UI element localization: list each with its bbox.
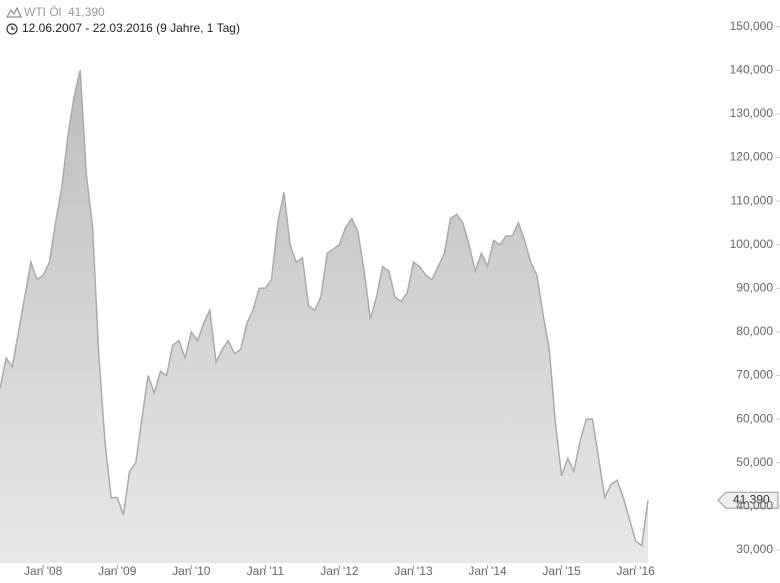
last-price-badge	[717, 491, 779, 509]
y-tick-label: 40,000	[736, 498, 773, 512]
chart-subtitle: 12.06.2007 - 22.03.2016 (9 Jahre, 1 Tag)	[22, 21, 240, 35]
chart-icon	[6, 6, 22, 18]
x-tick-label: Jan '08	[24, 564, 63, 578]
y-tick-label: 120,000	[730, 150, 774, 164]
y-tick-label: 100,000	[730, 237, 774, 251]
clock-hands	[11, 26, 15, 30]
y-tick-label: 80,000	[736, 324, 773, 338]
y-tick-label: 140,000	[730, 62, 774, 76]
y-tick-label: 50,000	[736, 455, 773, 469]
x-tick-label: Jan '11	[247, 564, 285, 578]
y-tick-label: 130,000	[730, 106, 774, 120]
plot-area	[0, 70, 649, 564]
area-line	[0, 70, 649, 547]
x-tick-label: Jan '12	[320, 564, 359, 578]
x-tick-label: Jan '09	[98, 564, 137, 578]
y-tick-label: 70,000	[736, 368, 773, 382]
y-tick-label: 60,000	[736, 411, 773, 425]
x-tick-label: Jan '13	[394, 564, 433, 578]
x-tick-label: Jan '10	[172, 564, 211, 578]
chart-title: WTI Öl	[24, 5, 61, 19]
price: 41,390	[68, 5, 105, 19]
y-tick-label: 90,000	[736, 280, 773, 294]
y-tick-label: 150,000	[730, 19, 774, 33]
clock-icon	[6, 23, 18, 35]
y-tick-label: 30,000	[736, 542, 773, 556]
area-fill	[0, 70, 648, 564]
x-tick-label: Jan '15	[542, 564, 581, 578]
y-tick-label: 110,000	[731, 193, 774, 207]
x-tick-label: Jan '16	[616, 564, 655, 578]
x-tick-label: Jan '14	[468, 564, 507, 578]
last-price-label: 41,390	[733, 492, 770, 506]
